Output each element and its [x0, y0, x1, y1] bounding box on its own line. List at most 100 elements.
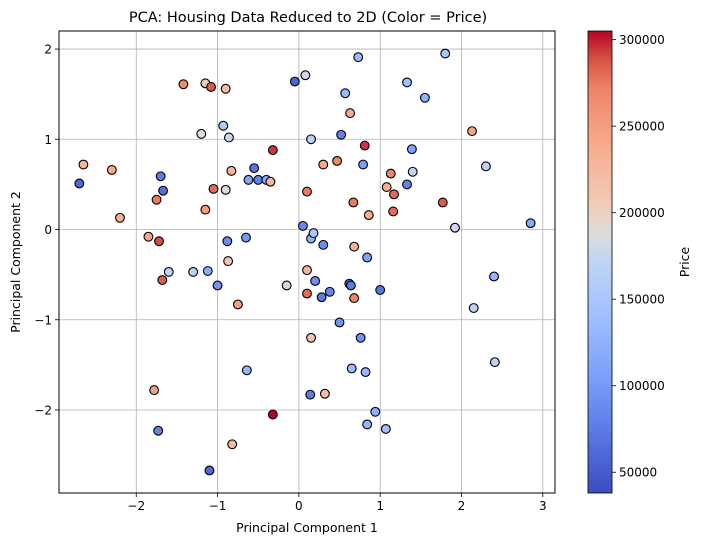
scatter-point — [310, 275, 321, 286]
x-tick-label: 0 — [295, 499, 303, 513]
scatter-point — [362, 252, 373, 263]
scatter-point — [223, 132, 234, 143]
y-tick-label: 2 — [44, 43, 52, 57]
x-axis-label: Principal Component 1 — [236, 520, 378, 535]
scatter-point — [208, 183, 219, 194]
scatter-point — [437, 197, 448, 208]
scatter-point — [319, 388, 330, 399]
scatter-point — [223, 256, 234, 267]
scatter-point — [363, 210, 374, 221]
scatter-point — [243, 174, 254, 185]
scatter-point — [489, 357, 500, 368]
scatter-point — [115, 212, 125, 223]
scatter-point — [359, 140, 370, 151]
scatter-point — [302, 186, 312, 197]
scatter-point — [302, 265, 312, 276]
scatter-point — [402, 77, 412, 88]
x-tick-label: −1 — [209, 499, 227, 513]
scatter-point — [380, 423, 391, 434]
y-tick-label: 0 — [44, 223, 52, 237]
scatter-point — [232, 299, 243, 310]
scatter-point — [204, 465, 215, 476]
scatter-point — [388, 206, 399, 217]
scatter-point — [188, 266, 199, 277]
colorbar-tick-label: 150000 — [619, 293, 665, 307]
scatter-point — [358, 159, 369, 170]
scatter-point — [370, 406, 381, 417]
x-tick-label: 2 — [458, 499, 466, 513]
scatter-point — [349, 241, 360, 252]
scatter-point — [489, 271, 499, 282]
scatter-point — [249, 163, 260, 174]
scatter-point — [178, 79, 189, 90]
y-tick-label: −2 — [34, 403, 52, 417]
scatter-point — [332, 155, 343, 166]
scatter-point — [402, 179, 412, 190]
colorbar — [587, 30, 613, 494]
scatter-point — [407, 166, 418, 177]
scatter-point — [106, 165, 117, 175]
scatter-point — [220, 184, 231, 195]
scatter-point — [336, 129, 347, 140]
scatter-point — [316, 292, 327, 303]
grid-lines — [59, 31, 555, 493]
scatter-point — [200, 204, 211, 215]
scatter-point — [318, 239, 329, 250]
scatter-point — [375, 285, 386, 295]
scatter-point — [163, 266, 174, 277]
scatter-point — [281, 280, 292, 291]
scatter-point — [468, 303, 479, 313]
scatter-point — [226, 165, 237, 176]
scatter-point — [440, 48, 451, 59]
scatter-point — [158, 185, 169, 196]
scatter-point — [324, 286, 335, 297]
plot-frame — [58, 30, 556, 494]
scatter-point — [419, 92, 430, 103]
scatter-point — [300, 70, 311, 81]
scatter-point — [306, 332, 317, 343]
scatter-point — [302, 288, 312, 299]
scatter-point — [353, 52, 364, 63]
colorbar-label: Price — [677, 246, 692, 277]
chart-title: PCA: Housing Data Reduced to 2D (Color =… — [129, 10, 487, 26]
scatter-point — [525, 218, 536, 229]
colorbar-tick-label: 250000 — [619, 120, 665, 134]
scatter-point — [202, 266, 213, 276]
x-tick-label: 1 — [376, 499, 384, 513]
scatter-point — [143, 231, 154, 242]
scatter-point — [480, 161, 491, 172]
scatter-point — [154, 236, 164, 247]
scatter-point — [308, 228, 319, 239]
x-tick-label: 3 — [539, 499, 547, 513]
scatter-point — [381, 182, 392, 193]
scatter-point — [345, 280, 356, 291]
scatter-point — [334, 317, 345, 328]
scatter-point — [467, 126, 478, 137]
y-tick-label: −1 — [34, 313, 52, 327]
scatter-point — [241, 232, 251, 243]
scatter-point — [227, 439, 238, 450]
scatter-point — [340, 88, 351, 99]
scatter-point — [355, 332, 366, 343]
data-points — [74, 48, 536, 476]
scatter-point — [222, 236, 233, 247]
x-tick-label: −2 — [127, 499, 145, 513]
scatter-point — [196, 128, 207, 139]
y-tick-label: 1 — [44, 133, 52, 147]
scatter-point — [265, 176, 276, 187]
scatter-point — [349, 293, 360, 304]
scatter-point — [157, 275, 168, 285]
scatter-point — [218, 120, 229, 131]
scatter-point — [346, 363, 357, 374]
scatter-point — [206, 81, 217, 92]
scatter-point — [305, 389, 316, 400]
scatter-point — [406, 144, 417, 155]
scatter-point — [153, 425, 164, 436]
scatter-point — [253, 174, 264, 185]
scatter-point — [360, 367, 371, 378]
scatter-point — [348, 197, 359, 208]
y-axis: −2 −1 0 1 2 — [34, 43, 59, 417]
scatter-point — [212, 280, 223, 291]
colorbar-tick-label: 300000 — [619, 33, 665, 47]
